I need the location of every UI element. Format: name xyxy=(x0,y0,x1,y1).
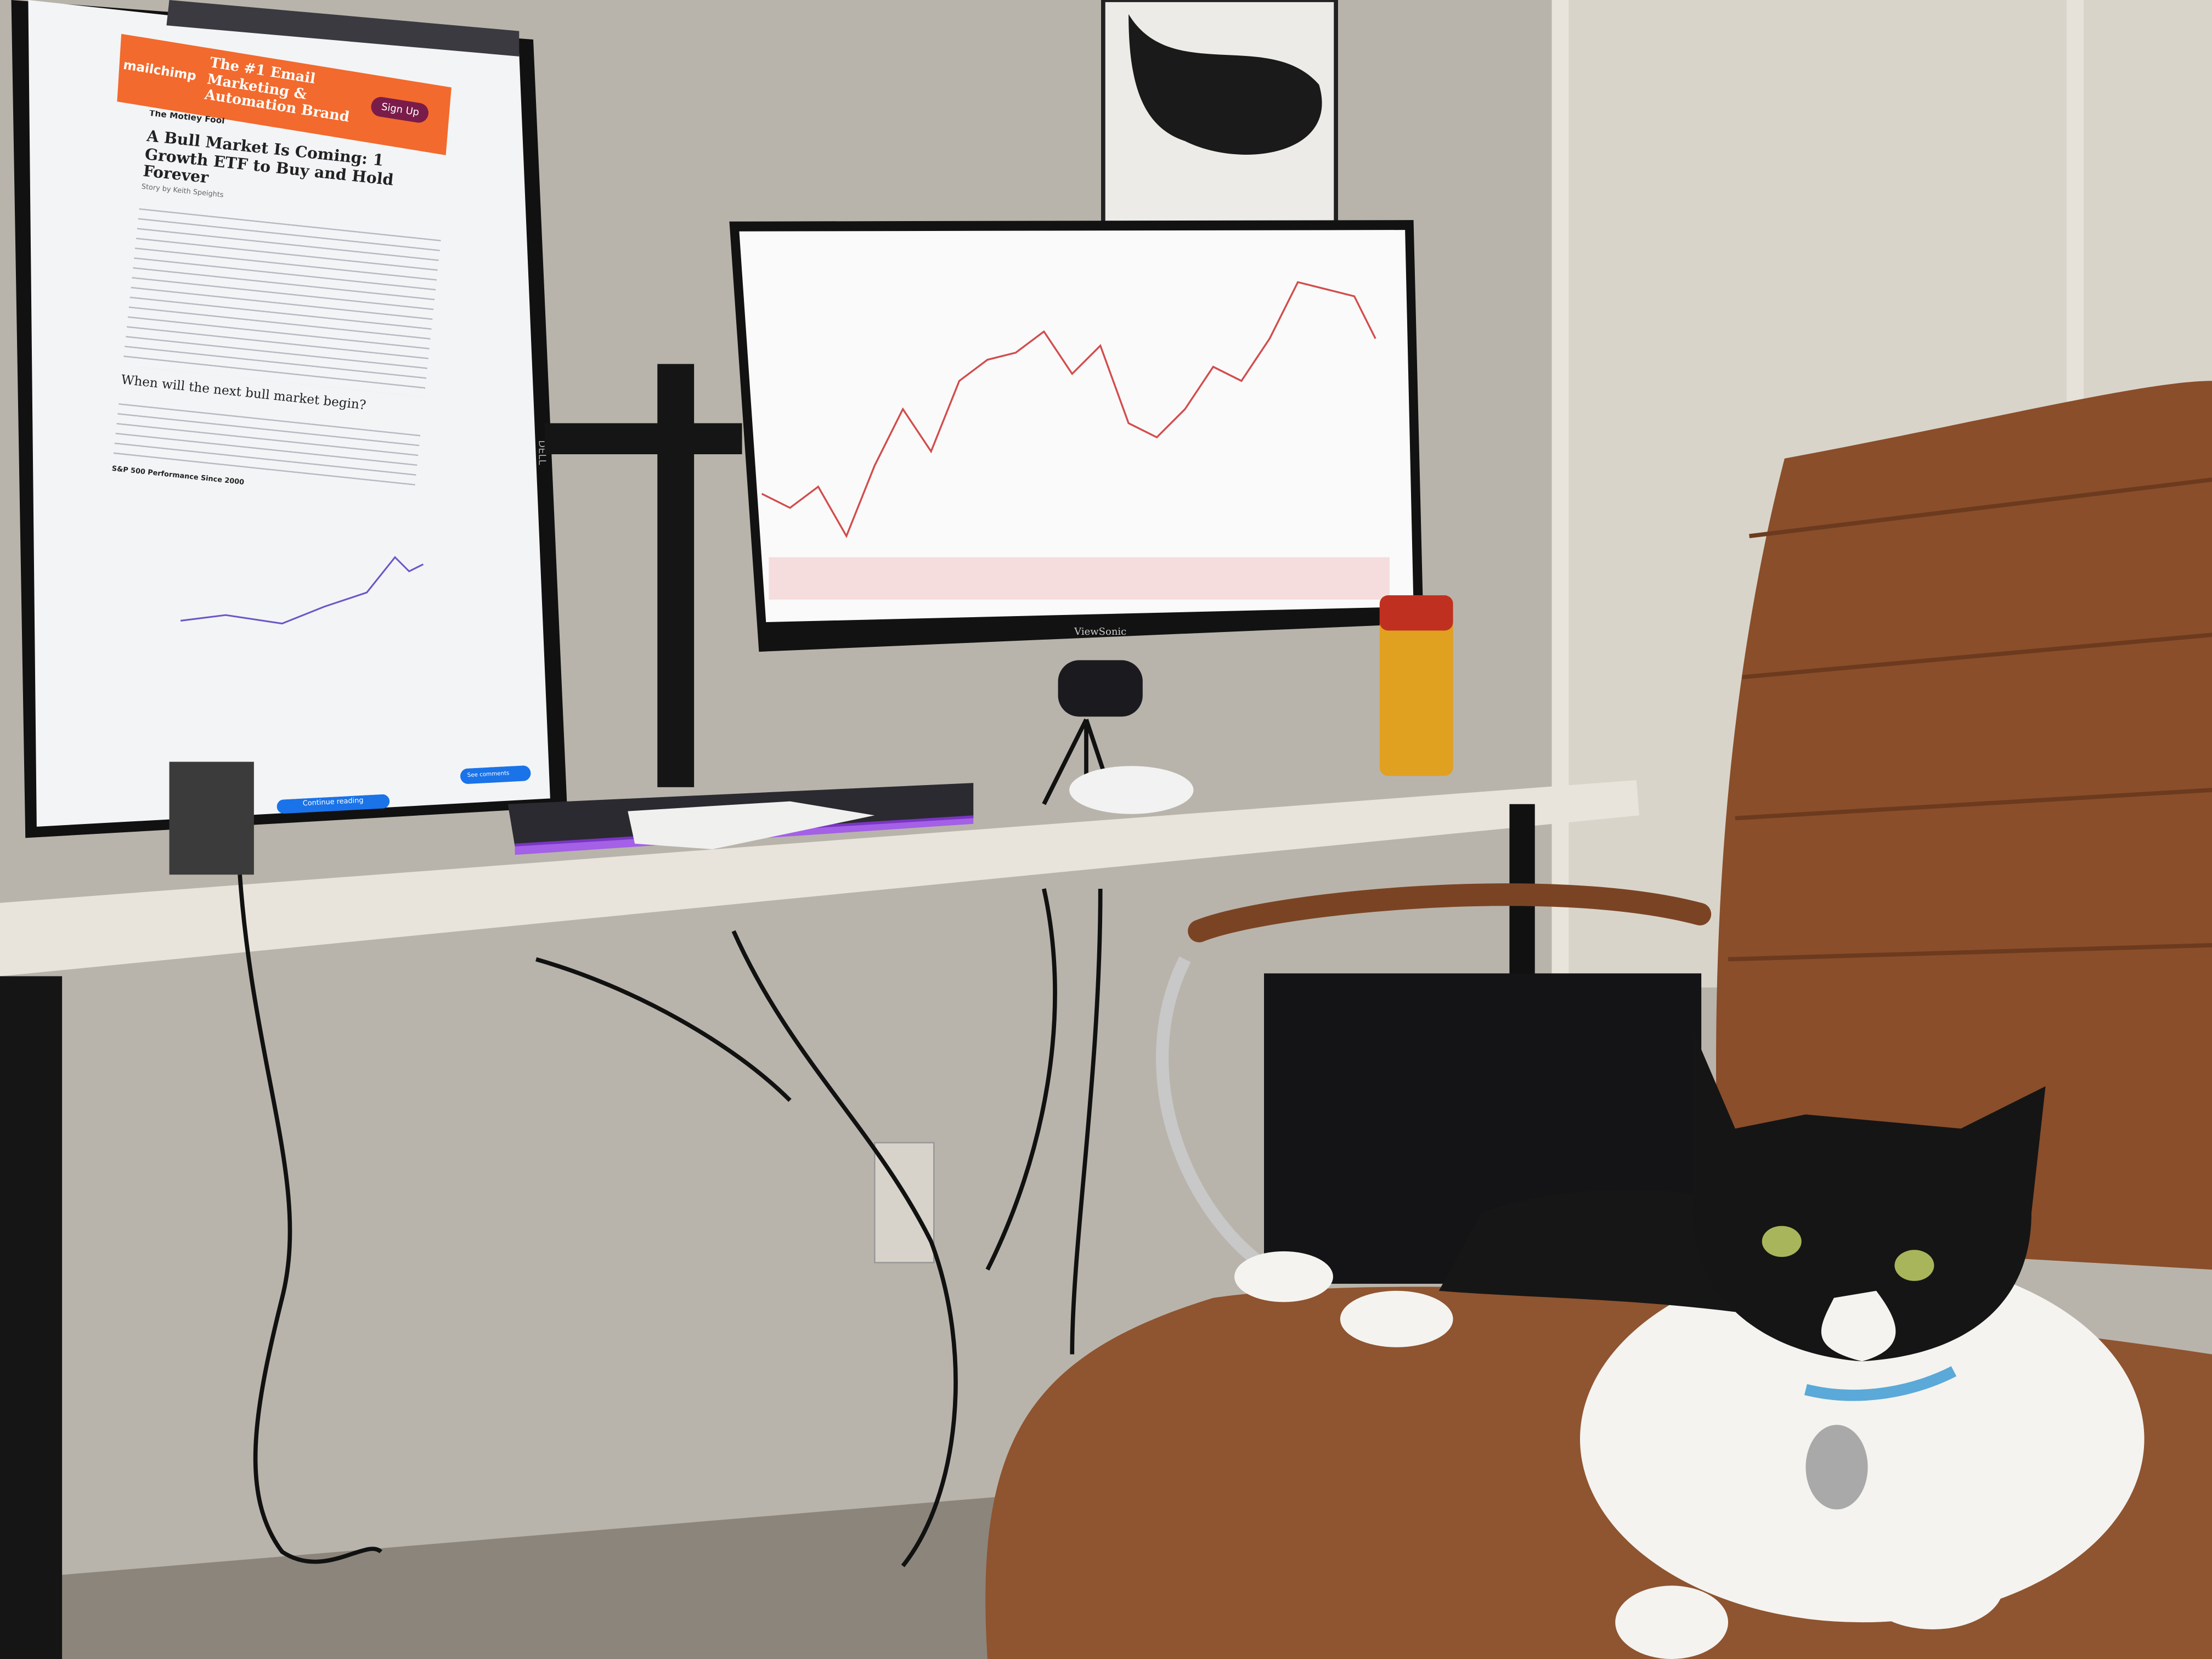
cat-paw xyxy=(1862,1544,2004,1629)
chair-arm-chrome xyxy=(1156,956,1273,1275)
mouse xyxy=(1069,766,1194,814)
chair-armrest xyxy=(1188,883,1712,943)
cat-paw xyxy=(1234,1251,1333,1302)
cat-head xyxy=(1692,1030,2046,1362)
door-frame xyxy=(1551,0,1569,988)
paragraphs xyxy=(122,203,442,397)
stock-line xyxy=(761,281,1376,538)
chair-stitching xyxy=(1728,477,2212,962)
cat-back-patch xyxy=(1438,1189,1735,1312)
microphone xyxy=(1058,660,1143,717)
chair-back xyxy=(1716,381,2212,1270)
monitor-arm xyxy=(544,423,742,454)
cat-eye xyxy=(1762,1226,1802,1257)
ad-button: Sign Up xyxy=(370,95,431,125)
article: The Motley Fool A Bull Market Is Coming:… xyxy=(111,110,442,487)
notebook xyxy=(628,801,875,849)
comments-area: See comments xyxy=(460,765,532,784)
cat-muzzle xyxy=(1821,1290,1896,1362)
device-board xyxy=(169,761,254,875)
cat-tag xyxy=(1805,1425,1868,1510)
drink-can xyxy=(1379,595,1453,776)
embedded-chart-line xyxy=(180,556,424,625)
can-top xyxy=(1379,595,1453,631)
right-screen xyxy=(739,230,1414,623)
comments-button: See comments xyxy=(460,765,532,784)
outlet xyxy=(874,1142,935,1263)
ad-brand: mailchimp xyxy=(122,59,198,85)
poster-art xyxy=(1128,14,1322,155)
door-edge xyxy=(2067,0,2084,424)
cat-body xyxy=(1580,1255,2145,1623)
cat-paw xyxy=(1340,1290,1453,1347)
cat-collar xyxy=(1804,1366,1957,1401)
desk-top xyxy=(0,780,1639,977)
desk-leg xyxy=(0,976,63,1659)
cables xyxy=(238,874,1103,1567)
ad-banner xyxy=(117,33,452,155)
cat-eye xyxy=(1894,1250,1934,1281)
browser-bar xyxy=(166,0,520,57)
volume-bars xyxy=(769,557,1390,600)
cat-paw xyxy=(1615,1585,1728,1659)
right-brand: ViewSonic xyxy=(1074,626,1126,637)
